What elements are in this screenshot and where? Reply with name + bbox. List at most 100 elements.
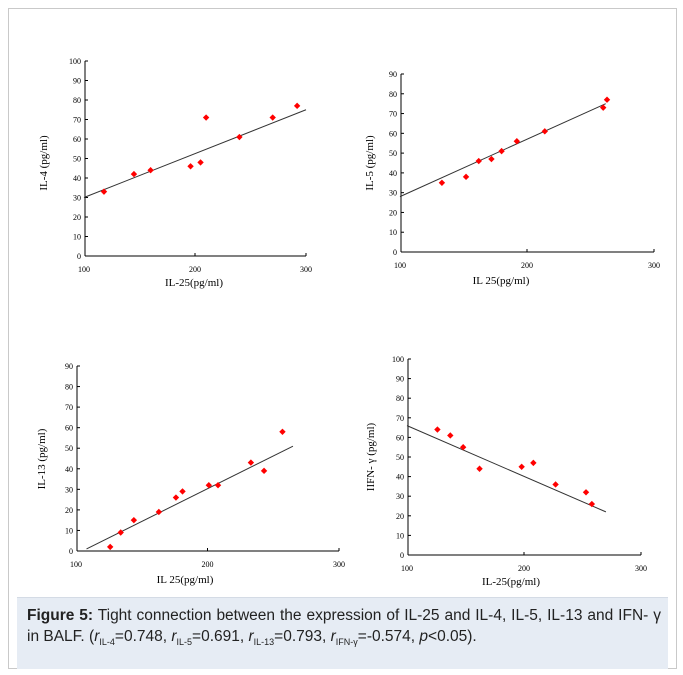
- y-tick-label: 30: [73, 194, 81, 203]
- y-tick-label: 60: [65, 424, 73, 433]
- caption-r-subscript: IFN-γ: [335, 637, 358, 648]
- data-point: [434, 426, 441, 433]
- caption-p-value: <0.05).: [428, 628, 477, 645]
- x-tick-label: 200: [202, 560, 214, 569]
- y-tick-label: 0: [393, 248, 397, 257]
- figure-caption: Figure 5: Tight connection between the e…: [27, 605, 661, 647]
- x-axis-title: IL-25(pg/ml): [165, 277, 223, 289]
- figure-caption-box: Figure 5: Tight connection between the e…: [17, 597, 668, 669]
- y-tick-label: 10: [389, 228, 397, 237]
- data-point: [293, 102, 301, 110]
- y-tick-label: 80: [65, 383, 73, 392]
- y-tick-label: 70: [396, 414, 404, 423]
- data-point: [214, 482, 222, 489]
- chart-ifn-gamma: 0 10 20 30 40 50 60 70 80 90 100 100 200 300 IL-25(pg/…: [365, 355, 647, 588]
- x-tick-label: 300: [333, 560, 345, 569]
- data-point: [172, 494, 180, 501]
- data-point: [100, 188, 108, 195]
- caption-text: Tight connection between the expression …: [27, 607, 661, 645]
- y-tick-label: 30: [65, 485, 73, 494]
- x-tick-label: 100: [70, 560, 82, 569]
- caption-r-value: =0.793,: [274, 628, 331, 645]
- x-tick-label: 300: [300, 265, 312, 274]
- y-tick-label: 90: [389, 70, 397, 79]
- x-tick-label: 100: [78, 265, 90, 274]
- y-tick-label: 90: [73, 77, 81, 86]
- y-axis-title: IL-4 (pg/ml): [38, 135, 50, 191]
- x-tick-label: 100: [401, 564, 413, 573]
- y-tick-label: 40: [389, 169, 397, 178]
- y-tick-label: 60: [73, 135, 81, 144]
- data-point: [279, 428, 286, 435]
- caption-p-symbol: p: [419, 628, 429, 645]
- y-tick-label: 70: [389, 110, 397, 119]
- y-tick-label: 90: [65, 362, 73, 371]
- y-tick-label: 70: [73, 116, 81, 125]
- data-point: [130, 170, 138, 178]
- data-point: [130, 516, 138, 524]
- data-point: [459, 444, 467, 451]
- y-tick-label: 70: [65, 403, 73, 412]
- caption-r-symbol: r: [171, 628, 177, 645]
- y-tick-label: 90: [396, 375, 404, 384]
- y-tick-label: 50: [65, 444, 73, 453]
- chart-il4: 0 10 20 30 40 50 60 70 80 90 100 100 200 300 IL-25(pg/…: [38, 57, 312, 289]
- data-point: [236, 133, 243, 141]
- y-tick-label: 10: [396, 531, 404, 540]
- caption-r-subscript: IL-5: [176, 637, 193, 648]
- data-point: [530, 459, 537, 467]
- chart-panel-il5: 0 10 20 30 40 50 60 70 80 90 100 200 300 IL 25(pg/ml)…: [343, 9, 676, 299]
- y-tick-label: 0: [400, 551, 404, 560]
- y-axis-title: IL-13 (pg/ml): [36, 428, 48, 489]
- y-axis-title: IIFN- γ (pg/ml): [365, 422, 377, 491]
- y-axis-title: IL-5 (pg/ml): [364, 135, 376, 191]
- y-tick-label: 30: [389, 189, 397, 198]
- y-tick-label: 30: [396, 492, 404, 501]
- y-tick-label: 80: [389, 90, 397, 99]
- data-point: [498, 147, 505, 155]
- caption-r-value: =0.748,: [114, 628, 172, 645]
- y-tick-label: 10: [65, 526, 73, 535]
- data-point: [247, 459, 255, 466]
- data-point: [197, 159, 204, 166]
- data-point: [260, 467, 268, 475]
- data-point: [513, 138, 521, 145]
- y-tick-label: 20: [389, 208, 397, 217]
- caption-r-subscript: IL-4: [99, 637, 115, 648]
- chart-panel-il4: 0 10 20 30 40 50 60 70 80 90 100 100 200 300 IL-25(pg/…: [9, 9, 343, 299]
- y-tick-label: 100: [392, 355, 404, 364]
- data-point: [552, 481, 559, 488]
- x-tick-label: 100: [394, 261, 406, 270]
- y-tick-label: 40: [396, 473, 404, 482]
- data-point: [475, 157, 482, 165]
- regression-line: [83, 109, 307, 198]
- x-axis-title: IL 25(pg/ml): [473, 275, 530, 287]
- caption-r-value: =0.691,: [192, 628, 249, 645]
- data-point: [155, 508, 163, 516]
- x-tick-label: 200: [518, 564, 530, 573]
- chart-il13: 0 10 20 30 40 50 60 70 80 90 100 200 300 IL 25(pg/ml)…: [36, 362, 345, 586]
- regression-line: [406, 425, 607, 513]
- y-tick-label: 80: [396, 394, 404, 403]
- data-point: [476, 465, 483, 472]
- caption-r-symbol: r: [248, 628, 254, 645]
- y-tick-label: 50: [396, 453, 404, 462]
- data-point: [205, 482, 213, 489]
- data-point: [187, 163, 194, 170]
- data-point: [582, 489, 590, 496]
- caption-r-symbol: r: [94, 628, 100, 645]
- y-tick-label: 80: [73, 96, 81, 105]
- y-tick-label: 50: [389, 149, 397, 158]
- chart-panel-il13: 0 10 20 30 40 50 60 70 80 90 100 200 300 IL 25(pg/ml)…: [9, 299, 345, 597]
- x-axis-title: IL 25(pg/ml): [157, 574, 214, 586]
- x-axis-title: IL-25(pg/ml): [482, 576, 540, 588]
- data-point: [106, 543, 114, 551]
- data-point: [462, 173, 470, 181]
- y-tick-label: 0: [69, 547, 73, 556]
- x-tick-label: 200: [521, 261, 533, 270]
- x-tick-label: 200: [189, 265, 201, 274]
- data-point: [447, 432, 454, 439]
- data-point: [117, 529, 124, 536]
- y-tick-label: 20: [396, 512, 404, 521]
- data-point: [147, 167, 154, 174]
